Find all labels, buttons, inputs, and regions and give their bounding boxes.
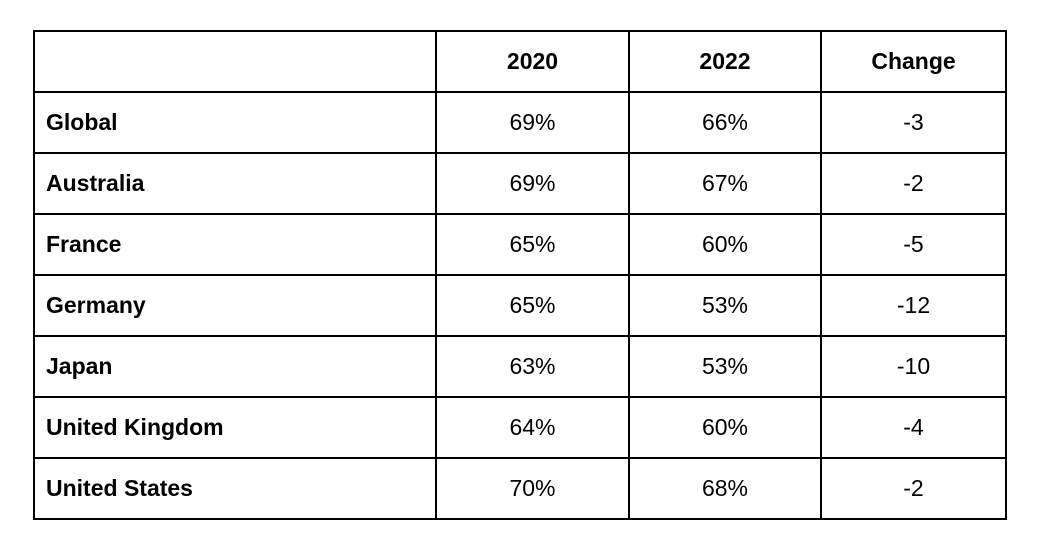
table-row-australia: Australia 69% 67% -2 (33, 152, 1007, 215)
table-row-germany: Germany 65% 53% -12 (33, 274, 1007, 337)
value-change: -4 (820, 396, 1007, 459)
value-2020: 69% (435, 152, 630, 215)
row-label: United States (33, 457, 437, 520)
value-change: -12 (820, 274, 1007, 337)
row-label: Germany (33, 274, 437, 337)
value-2022: 53% (628, 274, 822, 337)
table-row-united-kingdom: United Kingdom 64% 60% -4 (33, 396, 1007, 459)
row-label: Australia (33, 152, 437, 215)
value-2020: 69% (435, 91, 630, 154)
value-2022: 66% (628, 91, 822, 154)
header-cell-change: Change (820, 30, 1007, 93)
header-cell-2020: 2020 (435, 30, 630, 93)
value-2020: 65% (435, 274, 630, 337)
value-2020: 65% (435, 213, 630, 276)
value-2020: 64% (435, 396, 630, 459)
data-table: 2020 2022 Change Global 69% 66% -3 Austr… (33, 30, 1007, 520)
value-change: -5 (820, 213, 1007, 276)
table-row-united-states: United States 70% 68% -2 (33, 457, 1007, 520)
value-2022: 68% (628, 457, 822, 520)
value-2022: 60% (628, 396, 822, 459)
value-change: -10 (820, 335, 1007, 398)
table-row-france: France 65% 60% -5 (33, 213, 1007, 276)
table-row-global: Global 69% 66% -3 (33, 91, 1007, 154)
value-2022: 53% (628, 335, 822, 398)
value-2022: 67% (628, 152, 822, 215)
header-cell-2022: 2022 (628, 30, 822, 93)
value-change: -2 (820, 152, 1007, 215)
value-2022: 60% (628, 213, 822, 276)
row-label: Japan (33, 335, 437, 398)
header-cell-blank (33, 30, 437, 93)
table-row-japan: Japan 63% 53% -10 (33, 335, 1007, 398)
header-row: 2020 2022 Change (33, 30, 1007, 93)
value-2020: 63% (435, 335, 630, 398)
row-label: Global (33, 91, 437, 154)
row-label: France (33, 213, 437, 276)
value-change: -3 (820, 91, 1007, 154)
row-label: United Kingdom (33, 396, 437, 459)
value-change: -2 (820, 457, 1007, 520)
value-2020: 70% (435, 457, 630, 520)
